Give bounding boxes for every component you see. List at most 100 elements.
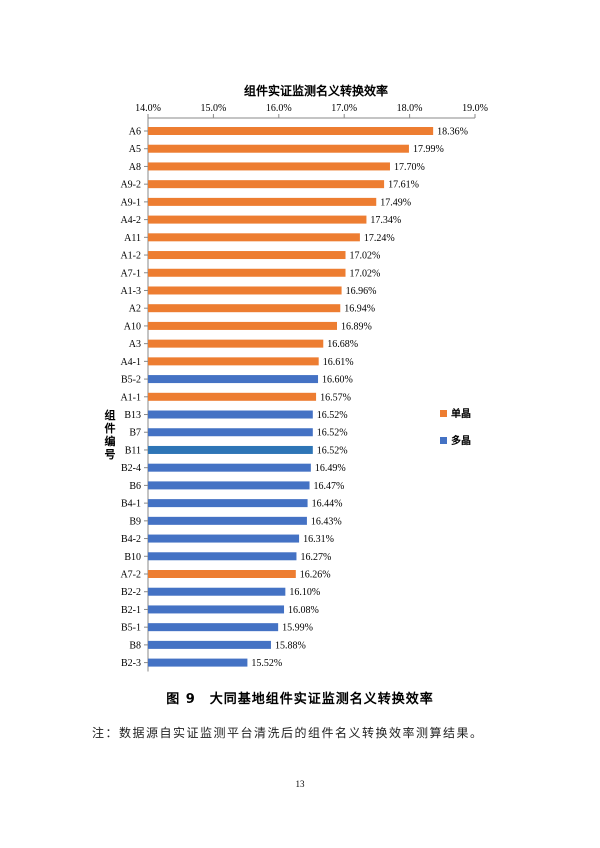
category-label: A1-3 [120, 286, 141, 297]
bar-A11 [148, 233, 360, 242]
category-label: B10 [124, 552, 141, 563]
value-label: 17.61% [388, 180, 419, 191]
value-label: 16.61% [323, 357, 354, 368]
category-label: B4-1 [121, 499, 141, 510]
category-label: B8 [129, 640, 141, 651]
value-label: 16.27% [300, 552, 331, 563]
category-label: B6 [129, 481, 141, 492]
value-label: 17.24% [364, 233, 395, 244]
value-label: 16.89% [341, 321, 372, 332]
bar-A7-2 [148, 570, 296, 578]
value-label: 16.49% [315, 463, 346, 474]
category-label: A4-2 [120, 215, 141, 226]
bar-A1-2 [148, 251, 346, 260]
bar-A9-2 [148, 180, 385, 189]
bar-B7 [148, 428, 313, 437]
legend-swatch [440, 437, 447, 444]
bar-A4-2 [148, 215, 367, 224]
legend-label: 多晶 [451, 434, 471, 447]
bar-B13 [148, 410, 313, 419]
value-label: 16.10% [289, 587, 320, 598]
value-label: 16.52% [317, 410, 348, 421]
category-label: A6 [129, 127, 141, 138]
bar-B4-2 [148, 534, 300, 543]
x-tick-label: 19.0% [462, 103, 488, 114]
value-label: 15.99% [282, 623, 313, 634]
value-label: 16.68% [327, 339, 358, 350]
y-axis: A6 A5 A8 A9-2 A9-1 A4-2 A11 A1-2 A7-1 A1-3 A2 A10 A3… [120, 118, 149, 672]
value-label: 16.43% [311, 516, 342, 527]
bar-A4-1 [148, 357, 319, 366]
bars-group: 18.36% 17.99% 17.70% 17.61% 17.49% 17.34% 17.2… [148, 127, 468, 669]
bar-B9 [148, 516, 307, 525]
chart-title: 组件实证监测名义转换效率 [244, 83, 388, 98]
category-label: A10 [124, 321, 141, 332]
bar-B8 [148, 640, 271, 649]
value-label: 16.44% [312, 499, 343, 510]
category-label: A1-2 [120, 251, 141, 262]
bar-B11 [148, 445, 313, 454]
category-label: A7-1 [120, 268, 141, 279]
page-number: 13 [295, 779, 305, 789]
x-tick-label: 17.0% [331, 103, 357, 114]
bar-B2-4 [148, 463, 311, 472]
x-tick-label: 15.0% [200, 103, 226, 114]
category-label: A7-2 [120, 570, 141, 581]
bar-A2 [148, 304, 341, 313]
y-axis-label-char: 编 [105, 434, 116, 448]
category-label: A1-1 [120, 392, 141, 403]
value-label: 17.99% [413, 144, 444, 155]
category-label: B2-2 [121, 587, 141, 598]
bar-B10 [148, 552, 297, 561]
bar-A10 [148, 321, 338, 330]
bar-B5-2 [148, 375, 319, 384]
category-label: A5 [129, 144, 141, 155]
bar-A1-3 [148, 286, 342, 295]
bar-A8 [148, 162, 390, 171]
bar-chart: 组件实证监测名义转换效率 14.0% 15.0% 16.0% 17.0% 18.0% 19… [105, 83, 488, 672]
value-label: 17.02% [350, 268, 381, 279]
category-label: B13 [124, 410, 141, 421]
y-axis-label-char: 件 [105, 421, 116, 435]
bar-B5-1 [148, 623, 279, 632]
value-label: 16.57% [320, 392, 351, 403]
value-label: 16.52% [317, 428, 348, 439]
category-label: A9-1 [120, 197, 141, 208]
category-label: A4-1 [120, 357, 141, 368]
value-label: 16.94% [344, 304, 375, 315]
value-label: 16.60% [322, 375, 353, 386]
category-label: B9 [129, 516, 141, 527]
category-label: A2 [129, 304, 141, 315]
value-label: 16.96% [346, 286, 377, 297]
y-axis-label-char: 号 [105, 448, 116, 461]
category-label: B2-1 [121, 605, 141, 616]
bar-A1-1 [148, 392, 317, 401]
bar-A9-1 [148, 197, 377, 206]
value-label: 17.34% [370, 215, 401, 226]
category-label: B2-4 [121, 463, 141, 474]
category-label: A3 [129, 339, 141, 350]
bar-B4-1 [148, 499, 308, 508]
value-label: 16.31% [303, 534, 334, 545]
category-label: B11 [125, 445, 141, 456]
category-label: A9-2 [120, 180, 141, 191]
bar-A5 [148, 144, 409, 153]
value-label: 16.52% [317, 445, 348, 456]
legend-label: 单晶 [451, 407, 471, 420]
value-label: 18.36% [437, 127, 468, 138]
category-label: B7 [129, 428, 141, 439]
value-label: 17.49% [380, 197, 411, 208]
category-label: B5-1 [121, 623, 141, 634]
figure-note: 注：数据源自实证监测平台清洗后的组件名义转换效率测算结果。 [92, 726, 484, 740]
x-tick-label: 18.0% [397, 103, 423, 114]
value-label: 16.08% [288, 605, 319, 616]
x-tick-label: 14.0% [135, 103, 161, 114]
bar-A6 [148, 127, 434, 135]
category-label: B2-3 [121, 658, 141, 669]
category-label: A11 [124, 233, 141, 244]
bar-B2-1 [148, 605, 285, 614]
bar-B2-3 [148, 658, 248, 667]
category-label: A8 [129, 162, 141, 173]
value-label: 16.47% [314, 481, 345, 492]
